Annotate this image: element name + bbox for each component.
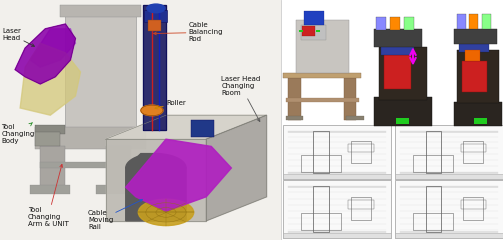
Bar xyxy=(30,185,70,194)
Bar xyxy=(374,97,432,126)
Bar xyxy=(461,200,486,209)
Bar xyxy=(313,186,328,232)
Bar xyxy=(301,213,341,230)
Bar xyxy=(296,20,349,73)
Bar xyxy=(462,61,487,92)
Bar xyxy=(374,29,422,47)
Bar xyxy=(426,131,441,173)
Bar xyxy=(404,17,414,30)
Circle shape xyxy=(147,4,165,13)
Bar xyxy=(381,46,414,55)
Bar xyxy=(454,102,502,126)
Bar xyxy=(283,233,391,238)
Bar xyxy=(482,14,491,29)
Polygon shape xyxy=(106,139,206,221)
Bar xyxy=(302,26,315,36)
Bar xyxy=(40,162,131,168)
Circle shape xyxy=(141,105,163,116)
Bar xyxy=(35,132,60,146)
Bar xyxy=(281,0,503,240)
Bar xyxy=(288,78,301,120)
Bar xyxy=(283,180,391,238)
Text: Roller: Roller xyxy=(155,100,186,109)
Bar xyxy=(390,17,400,30)
Bar xyxy=(283,73,361,78)
Bar xyxy=(469,14,478,29)
Polygon shape xyxy=(126,154,186,168)
Bar xyxy=(65,10,136,130)
Bar xyxy=(426,186,441,232)
Bar xyxy=(395,233,503,238)
Bar xyxy=(461,144,486,152)
Bar xyxy=(191,120,214,137)
Bar xyxy=(395,174,503,179)
Bar xyxy=(35,125,65,134)
Bar xyxy=(457,14,466,29)
Polygon shape xyxy=(126,154,186,221)
Text: Laser Head
Changing
Room: Laser Head Changing Room xyxy=(221,76,261,121)
Text: Laser
Head: Laser Head xyxy=(3,28,34,46)
Bar xyxy=(465,50,480,61)
Bar xyxy=(351,141,371,163)
Bar xyxy=(384,55,411,89)
Bar xyxy=(313,131,328,173)
Bar xyxy=(286,98,359,102)
Bar xyxy=(349,144,374,152)
Polygon shape xyxy=(206,115,267,221)
Polygon shape xyxy=(126,139,231,211)
Bar xyxy=(35,127,146,149)
Bar xyxy=(413,213,453,230)
Bar xyxy=(144,10,167,22)
Text: Cable
Moving
Rail: Cable Moving Rail xyxy=(88,199,142,230)
Bar xyxy=(413,156,453,172)
Bar xyxy=(463,141,483,163)
Bar xyxy=(351,197,371,220)
Bar xyxy=(344,78,356,120)
Bar xyxy=(301,156,341,172)
Bar xyxy=(459,43,489,52)
Bar xyxy=(40,146,65,187)
Bar xyxy=(283,174,391,179)
Bar xyxy=(379,47,427,100)
Bar xyxy=(283,125,391,179)
Bar xyxy=(376,17,386,30)
Circle shape xyxy=(138,199,194,226)
Bar xyxy=(301,25,326,40)
Bar xyxy=(0,0,281,240)
Bar xyxy=(457,50,499,103)
Bar xyxy=(316,30,320,32)
Text: Tool
Changing
Arm & UNIT: Tool Changing Arm & UNIT xyxy=(28,164,68,227)
Bar xyxy=(286,116,303,120)
Polygon shape xyxy=(15,24,75,84)
Bar xyxy=(346,116,364,120)
Bar xyxy=(474,118,487,124)
Bar xyxy=(148,20,161,31)
Polygon shape xyxy=(106,115,267,139)
Bar xyxy=(96,185,136,194)
Bar xyxy=(454,29,497,44)
Bar xyxy=(395,125,503,179)
Polygon shape xyxy=(30,29,75,67)
Polygon shape xyxy=(20,43,80,115)
Text: Tool
Changing
Body: Tool Changing Body xyxy=(2,123,35,144)
Bar xyxy=(299,30,303,32)
Bar xyxy=(396,118,409,124)
Bar xyxy=(395,180,503,238)
Polygon shape xyxy=(143,5,166,130)
Text: Cable
Balancing
Rod: Cable Balancing Rod xyxy=(153,22,223,42)
Bar xyxy=(304,11,324,25)
Bar xyxy=(106,146,131,187)
Bar xyxy=(349,200,374,209)
Bar xyxy=(60,5,141,17)
Bar xyxy=(463,197,483,220)
